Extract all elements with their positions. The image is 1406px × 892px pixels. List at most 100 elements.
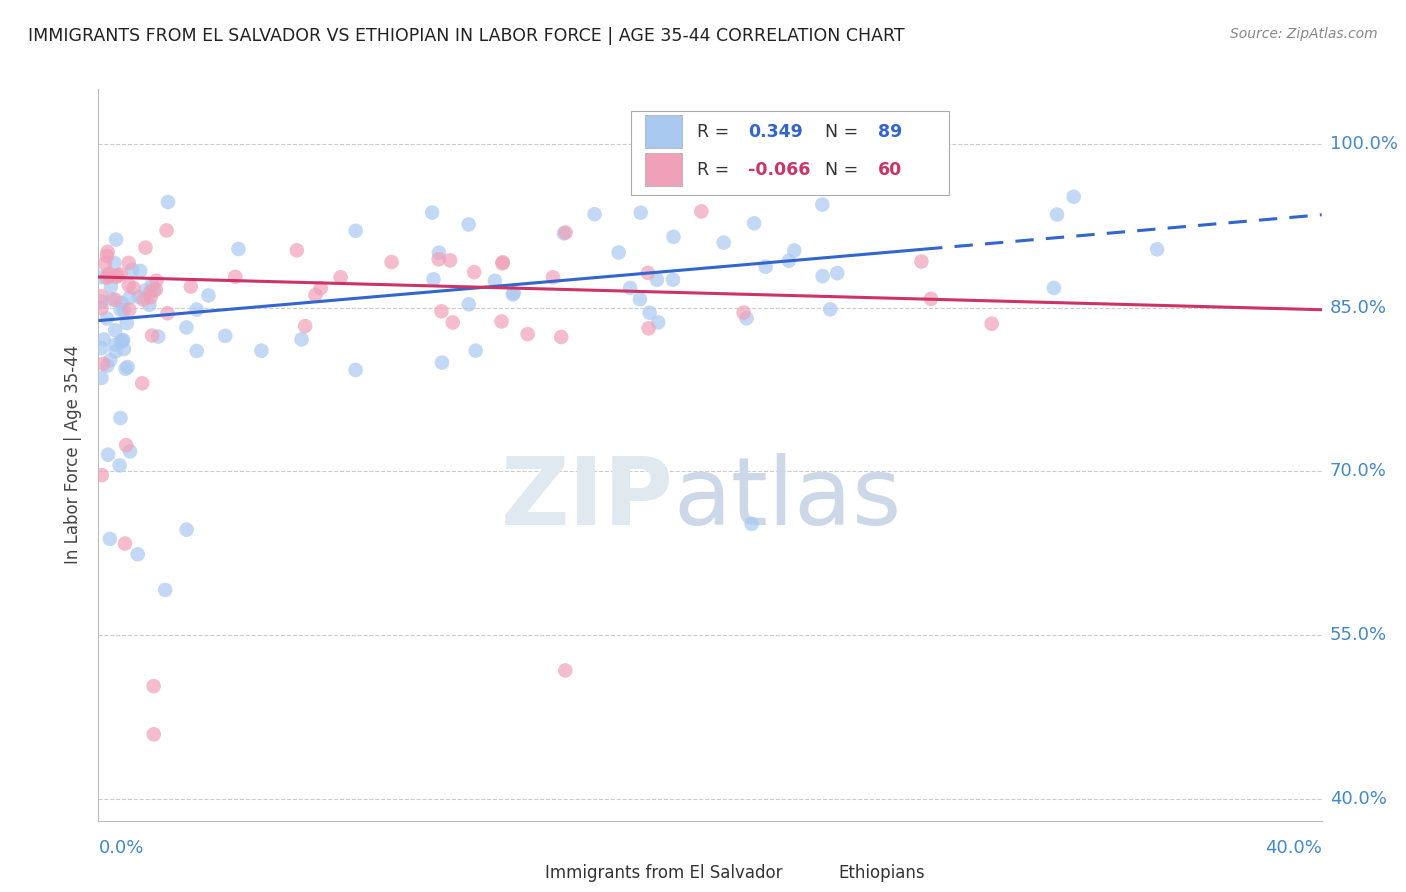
Point [97,267,120,281]
Point [98,353,121,368]
Point [733,305,755,319]
Bar [645,115,682,148]
Point [619,281,641,295]
Point [155,223,177,237]
Point [180,279,202,293]
Point [290,332,312,346]
Point [910,254,932,268]
Point [553,227,575,241]
Point [118,302,141,317]
Point [112,333,135,347]
Text: ZIP: ZIP [501,453,673,545]
Point [920,292,942,306]
Point [100,279,122,293]
Point [630,205,652,219]
Point [105,269,128,284]
Point [104,293,127,307]
Point [825,266,848,280]
Text: 40.0%: 40.0% [1330,789,1386,808]
Point [105,268,128,283]
Point [214,329,236,343]
Point [502,287,524,301]
Point [741,516,763,531]
Point [105,233,128,247]
Point [690,204,713,219]
Point [294,319,316,334]
Point [142,679,165,693]
Point [430,304,453,318]
Point [820,302,842,317]
Point [96,359,118,373]
Point [132,293,155,307]
Text: Source: ZipAtlas.com: Source: ZipAtlas.com [1230,27,1378,41]
Point [713,235,735,250]
Point [1146,242,1168,256]
Point [224,269,246,284]
Point [134,241,156,255]
Text: -0.066: -0.066 [748,161,810,178]
Point [93,333,115,347]
Point [439,253,461,268]
Text: Immigrants from El Salvador: Immigrants from El Salvador [546,864,782,882]
Point [153,582,176,597]
Point [121,263,143,277]
Point [118,278,141,293]
Point [141,277,163,292]
Point [285,244,308,258]
Point [1046,207,1069,221]
Point [145,274,167,288]
Point [90,468,112,483]
Point [97,244,120,259]
Text: 89: 89 [877,122,901,141]
Point [145,283,167,297]
Point [491,314,513,328]
Point [146,329,169,343]
Point [463,265,485,279]
Point [115,438,138,452]
Text: Ethiopians: Ethiopians [838,864,925,882]
Point [104,344,127,359]
Point [118,444,141,458]
Bar [645,153,682,186]
Point [457,218,479,232]
Point [108,458,131,473]
Point [228,242,250,256]
Point [127,547,149,561]
Point [96,249,118,263]
Point [122,281,145,295]
Point [115,316,138,330]
Bar [502,860,536,887]
Text: 0.349: 0.349 [748,122,803,141]
Point [135,284,157,298]
Point [464,343,486,358]
Point [114,536,136,550]
Point [484,274,506,288]
Text: IMMIGRANTS FROM EL SALVADOR VS ETHIOPIAN IN LABOR FORCE | AGE 35-44 CORRELATION : IMMIGRANTS FROM EL SALVADOR VS ETHIOPIAN… [28,27,904,45]
Point [662,273,685,287]
Point [1063,190,1085,204]
Point [430,355,453,369]
Point [554,664,576,678]
Point [104,323,127,337]
Point [156,306,179,320]
Point [329,270,352,285]
Point [554,226,576,240]
Point [457,297,479,311]
Point [112,342,135,356]
Point [90,294,112,309]
Point [344,224,367,238]
Y-axis label: In Labor Force | Age 35-44: In Labor Force | Age 35-44 [65,345,83,565]
Bar [796,860,830,887]
Point [143,284,166,298]
Point [422,272,444,286]
Point [441,316,464,330]
Point [111,334,134,348]
Point [139,290,162,304]
Point [980,317,1002,331]
Point [176,320,198,334]
Point [735,311,758,326]
Point [344,363,367,377]
Point [90,341,112,355]
Point [1043,281,1066,295]
Text: 55.0%: 55.0% [1330,626,1388,644]
